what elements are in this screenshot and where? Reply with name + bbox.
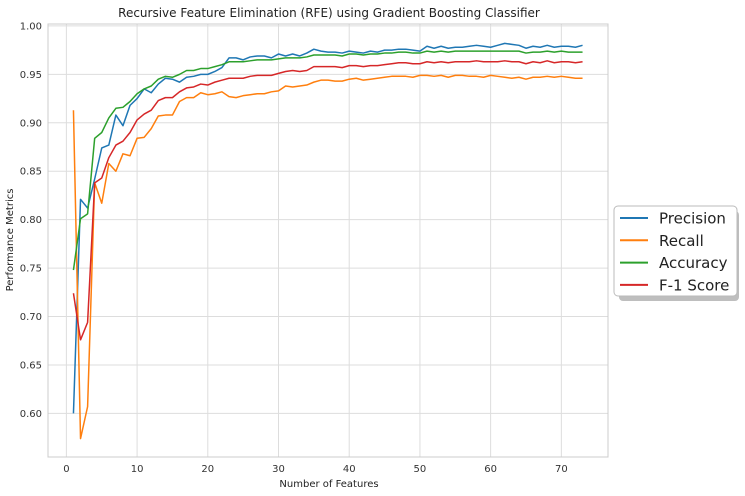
series-line-accuracy xyxy=(72,50,583,271)
x-axis-title: Number of Features xyxy=(279,479,378,490)
y-tick-label: 0.80 xyxy=(20,215,42,226)
x-tick-label: 70 xyxy=(555,464,568,475)
y-tick-label: 0.95 xyxy=(20,70,42,81)
x-tick-label: 50 xyxy=(414,464,427,475)
series-line-recall xyxy=(72,74,583,440)
legend-label-f-1-score: F-1 Score xyxy=(659,276,729,294)
plot-frame xyxy=(47,23,609,458)
series-line-f-1-score xyxy=(72,60,583,341)
legend-label-accuracy: Accuracy xyxy=(659,254,728,272)
grid-lines xyxy=(48,24,608,457)
series-lines xyxy=(72,42,583,440)
legend-box xyxy=(613,205,738,297)
x-tick-label: 20 xyxy=(201,464,214,475)
y-tick-label: 0.70 xyxy=(20,312,42,323)
y-tick-label: 0.60 xyxy=(20,409,42,420)
x-tick-label: 0 xyxy=(63,464,69,475)
legend-label-precision: Precision xyxy=(659,210,726,228)
x-tick-label: 30 xyxy=(272,464,285,475)
y-tick-label: 0.90 xyxy=(20,118,42,129)
y-tick-label: 0.65 xyxy=(20,360,42,371)
legend-label-recall: Recall xyxy=(659,232,704,250)
x-tick-label: 60 xyxy=(484,464,497,475)
x-tick-label: 10 xyxy=(131,464,144,475)
chart-title: Recursive Feature Elimination (RFE) usin… xyxy=(118,6,540,20)
y-tick-label: 0.85 xyxy=(20,167,42,178)
y-axis-title: Performance Metrics xyxy=(5,189,16,292)
y-tick-label: 0.75 xyxy=(20,264,42,275)
legend: Precision Recall Accuracy F-1 Score xyxy=(613,205,739,301)
y-tick-labels: 0.60 0.65 0.70 0.75 0.80 0.85 0.90 0.95 1.00 xyxy=(20,21,42,419)
series-line-precision xyxy=(72,42,583,414)
y-tick-label: 1.00 xyxy=(20,21,42,32)
x-tick-labels: 0 10 20 30 40 50 60 70 xyxy=(63,464,568,475)
x-tick-label: 40 xyxy=(343,464,356,475)
legend-items: Precision Recall Accuracy F-1 Score xyxy=(620,210,729,294)
